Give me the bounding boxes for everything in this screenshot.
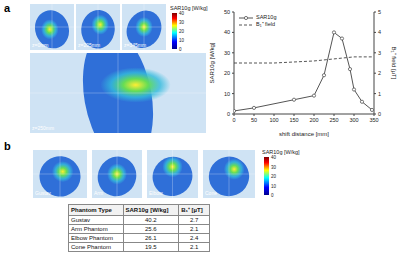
svg-text:SAR10g [W/kg]: SAR10g [W/kg] (209, 42, 215, 83)
svg-text:0: 0 (232, 117, 235, 123)
svg-text:Arm: Arm (94, 190, 103, 196)
html-text:Phantom Type: Phantom Type (71, 207, 112, 213)
svg-text:SAR10g [W/kg]: SAR10g [W/kg] (170, 5, 208, 11)
html-text:2.7: 2.7 (189, 217, 199, 223)
svg-text:50: 50 (224, 9, 230, 15)
svg-text:150: 150 (289, 117, 298, 123)
svg-text:shift distance [mm]: shift distance [mm] (279, 131, 329, 137)
svg-text:40: 40 (271, 155, 277, 160)
svg-text:SAR10g [W/kg]: SAR10g [W/kg] (262, 149, 300, 155)
html-text:25.6: 25.6 (145, 226, 157, 232)
svg-text:0: 0 (179, 47, 182, 52)
html-text:2.1: 2.1 (189, 244, 199, 250)
svg-text:300: 300 (349, 117, 358, 123)
svg-text:z=205mm: z=205mm (78, 42, 100, 48)
svg-text:2: 2 (378, 70, 381, 76)
svg-text:5: 5 (378, 9, 381, 15)
svg-text:Cone: Cone (205, 190, 217, 196)
svg-text:20: 20 (271, 174, 277, 179)
html-text:b: b (4, 140, 11, 152)
svg-text:40: 40 (224, 29, 230, 35)
html-text:SAR10g: SAR10g (256, 14, 277, 20)
html-text:19.5: 19.5 (145, 244, 157, 250)
svg-text:4: 4 (378, 29, 381, 35)
svg-text:3: 3 (378, 50, 381, 56)
html-text:B₁⁺ field: B₁⁺ field (256, 21, 276, 27)
svg-text:0: 0 (271, 193, 274, 198)
svg-text:z=0mm: z=0mm (32, 42, 49, 48)
html-text:Arm Phantom: Arm Phantom (71, 226, 108, 232)
svg-text:50: 50 (251, 117, 257, 123)
html-text:40.2: 40.2 (145, 217, 157, 223)
svg-text:B₁⁺ field [µT]: B₁⁺ field [µT] (391, 47, 397, 80)
svg-text:250: 250 (329, 117, 338, 123)
svg-text:100: 100 (269, 117, 278, 123)
svg-text:Gustav: Gustav (35, 190, 51, 196)
svg-text:30: 30 (271, 165, 277, 170)
svg-text:0: 0 (378, 111, 381, 117)
svg-text:z=250mm: z=250mm (32, 125, 54, 131)
svg-text:350: 350 (369, 117, 378, 123)
svg-text:Elbow: Elbow (149, 190, 163, 196)
html-text:2.1: 2.1 (189, 226, 199, 232)
svg-text:30: 30 (224, 50, 230, 56)
html-text:B₁⁺ [µT]: B₁⁺ [µT] (181, 207, 203, 213)
svg-text:200: 200 (309, 117, 318, 123)
html-text:Elbow Phantom: Elbow Phantom (71, 235, 113, 241)
svg-text:40: 40 (179, 11, 185, 16)
svg-text:30: 30 (179, 20, 185, 25)
html-text:SAR10g [W/kg]: SAR10g [W/kg] (125, 207, 169, 213)
svg-text:1: 1 (378, 91, 381, 97)
html-text:Cone Phantom: Cone Phantom (71, 244, 111, 250)
svg-text:z=345mm: z=345mm (124, 42, 146, 48)
html-text:2.4: 2.4 (189, 235, 199, 241)
svg-text:10: 10 (224, 91, 230, 97)
html-text:Gustav: Gustav (71, 217, 90, 223)
svg-text:20: 20 (224, 70, 230, 76)
html-text:a: a (4, 2, 11, 14)
html-text:26.1: 26.1 (145, 235, 157, 241)
svg-text:20: 20 (179, 29, 185, 34)
svg-text:10: 10 (179, 38, 185, 43)
svg-text:0: 0 (227, 111, 230, 117)
svg-text:10: 10 (271, 184, 277, 189)
